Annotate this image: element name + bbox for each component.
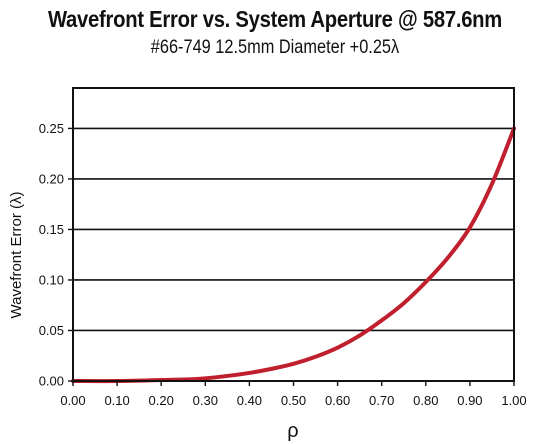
- y-tick-label: 0.25: [39, 121, 64, 136]
- chart-title: Wavefront Error vs. System Aperture @ 58…: [47, 6, 503, 32]
- x-tick-label: 1.00: [501, 393, 526, 408]
- series-layer: [71, 126, 516, 384]
- x-tick-label: 0.90: [457, 393, 482, 408]
- x-tick-label: 0.50: [281, 393, 306, 408]
- axes: [68, 87, 515, 386]
- grid-lines: [73, 127, 514, 332]
- y-tick-labels: 0.00 0.05 0.10 0.15 0.20 0.25: [39, 121, 64, 389]
- y-tick-label: 0.05: [39, 323, 64, 338]
- y-tick-label: 0.15: [39, 222, 64, 237]
- plot-frame: [72, 87, 515, 382]
- y-tick-label: 0.00: [39, 374, 64, 389]
- x-axis-label: ρ: [287, 420, 298, 442]
- x-tick-label: 0.00: [60, 393, 85, 408]
- x-tick-label: 0.80: [413, 393, 438, 408]
- x-tick-label: 0.10: [104, 393, 129, 408]
- x-tick-label: 0.30: [193, 393, 218, 408]
- y-tick-label: 0.20: [39, 171, 64, 186]
- y-tick-label: 0.10: [39, 272, 64, 287]
- x-tick-label: 0.40: [237, 393, 262, 408]
- y-axis-label: Wavefront Error (λ): [8, 192, 25, 319]
- x-tick-label: 0.60: [325, 393, 350, 408]
- series-line: [71, 126, 516, 384]
- x-tick-label: 0.70: [369, 393, 394, 408]
- chart-subtitle: #66-749 12.5mm Diameter +0.25λ: [150, 37, 400, 58]
- x-tick-labels: 0.00 0.10 0.20 0.30 0.40 0.50 0.60 0.70 0.80 0.90…: [60, 393, 526, 408]
- x-tick-label: 0.20: [149, 393, 174, 408]
